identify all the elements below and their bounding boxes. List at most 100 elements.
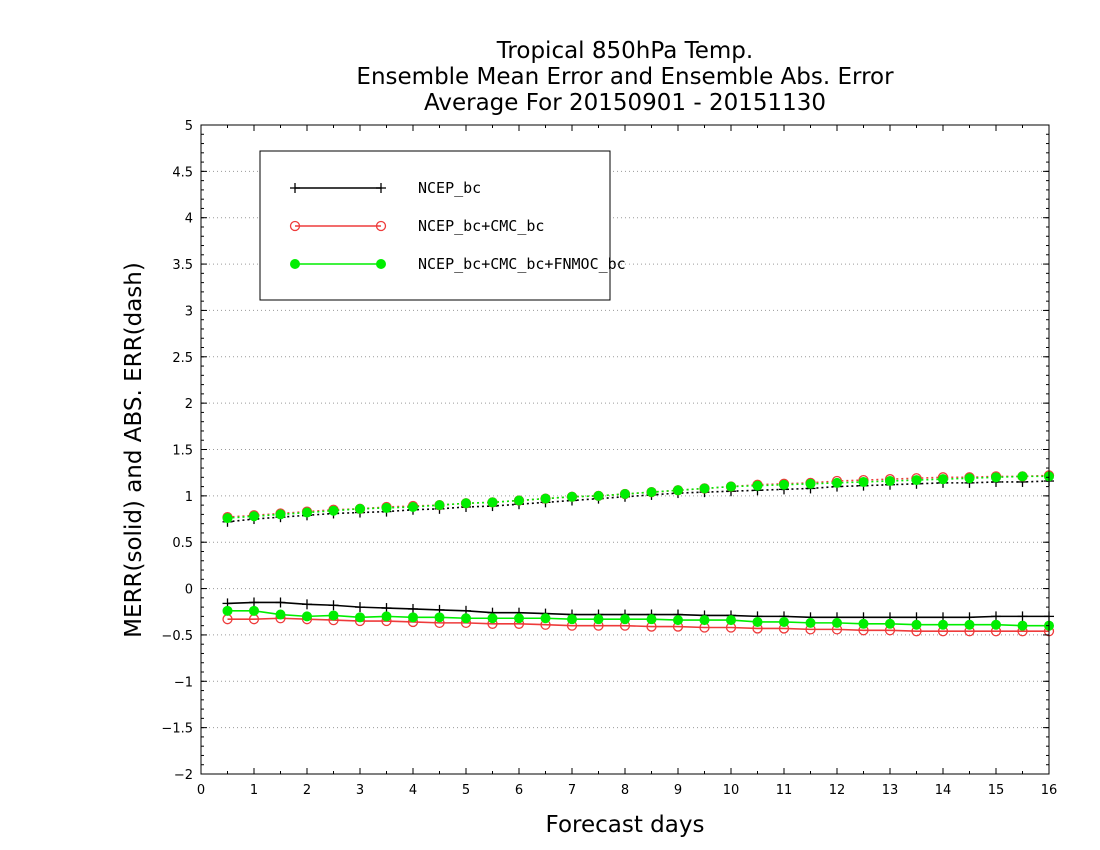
x-tick-label: 3 <box>356 783 364 798</box>
y-axis-label: MERR(solid) and ABS. ERR(dash) <box>121 262 147 638</box>
axis-ticks: −2−1.5−1−0.500.511.522.533.544.550 1 2 3 4 5 6… <box>161 119 1057 798</box>
legend-label-ncep-bc-cmc-bc: NCEP_bc+CMC_bc <box>418 217 544 235</box>
series-ncep-bc-merr-point <box>302 599 312 610</box>
legend-marker-ncep-bc <box>376 183 386 193</box>
series-ncep-bc-cmc-bc-fnmoc-bc-abs-err-point <box>646 487 657 498</box>
series-ncep-bc-abs-err-line <box>227 480 1050 523</box>
x-tick-label: 2 <box>303 783 311 798</box>
y-tick-label: 5 <box>185 119 193 134</box>
x-tick-label: 13 <box>882 783 899 798</box>
series-ncep-bc-merr-point <box>381 603 392 614</box>
x-axis-label: Forecast days <box>546 812 705 838</box>
series-ncep-bc-cmc-bc-fnmoc-bc-abs-err-point <box>673 485 683 496</box>
series-ncep-bc-cmc-bc-fnmoc-bc-abs-err-point <box>328 505 339 516</box>
y-tick-label: 2 <box>185 397 193 412</box>
series-ncep-bc-cmc-bc-fnmoc-bc-abs-err-point <box>593 490 604 501</box>
series-ncep-bc-merr-point <box>355 602 365 613</box>
legend-label-ncep-bc: NCEP_bc <box>418 179 481 197</box>
series-ncep-bc-cmc-bc-fnmoc-bc-merr-point <box>964 619 975 630</box>
series-ncep-bc-cmc-bc-fnmoc-bc-abs-err-point <box>1017 471 1028 482</box>
y-tick-label: −1 <box>174 675 193 690</box>
series-ncep-bc-cmc-bc-fnmoc-bc-merr-point <box>885 618 895 629</box>
series-ncep-bc-cmc-bc-fnmoc-bc-merr-point <box>381 611 392 622</box>
y-tick-label: 1 <box>185 490 193 505</box>
chart-title-line-1: Tropical 850hPa Temp. <box>496 38 753 64</box>
x-tick-label: 5 <box>462 783 470 798</box>
series-ncep-bc-cmc-bc-fnmoc-bc-merr-point <box>593 614 604 625</box>
series-ncep-bc-cmc-bc-fnmoc-bc-merr-point <box>699 615 710 626</box>
series-ncep-bc-cmc-bc-fnmoc-bc-merr-point <box>805 617 816 628</box>
legend-marker-ncep-bc-cmc-bc-fnmoc-bc <box>376 259 386 269</box>
x-tick-label: 1 <box>250 783 258 798</box>
legend-label-ncep-bc-cmc-bc-fnmoc-bc: NCEP_bc+CMC_bc+FNMOC_bc <box>418 255 626 273</box>
y-tick-label: −1.5 <box>161 722 193 737</box>
series-ncep-bc-cmc-bc-fnmoc-bc-abs-err-point <box>911 475 922 486</box>
series-ncep-bc-cmc-bc-fnmoc-bc-merr-point <box>779 616 789 627</box>
series-ncep-bc-cmc-bc-fnmoc-bc-abs-err-point <box>964 473 975 484</box>
x-tick-label: 15 <box>988 783 1005 798</box>
series-ncep-bc-cmc-bc-fnmoc-bc-abs-err-line <box>227 475 1049 519</box>
legend-marker-ncep-bc-cmc-bc <box>289 220 301 232</box>
x-tick-label: 9 <box>674 783 682 798</box>
y-tick-label: −0.5 <box>161 629 193 644</box>
series-ncep-bc-cmc-bc-fnmoc-bc-merr-point <box>858 618 869 629</box>
series-ncep-bc-cmc-bc-fnmoc-bc-merr-line <box>227 610 1049 627</box>
series-ncep-bc-cmc-bc-fnmoc-bc-abs-err-point <box>355 503 365 514</box>
legend-marker-ncep-bc-cmc-bc <box>375 220 387 232</box>
y-tick-label: 4.5 <box>172 165 193 180</box>
series-ncep-bc-cmc-bc-fnmoc-bc-merr-point <box>222 605 233 616</box>
series-ncep-bc-cmc-bc-fnmoc-bc-merr-point <box>832 617 842 628</box>
series-ncep-bc-cmc-bc-fnmoc-bc-abs-err-point <box>858 476 869 487</box>
series-ncep-bc-cmc-bc-fnmoc-bc-merr-point <box>461 613 471 624</box>
series-ncep-bc-cmc-bc-fnmoc-bc-merr-point <box>1017 620 1028 631</box>
series-ncep-bc-cmc-bc-fnmoc-bc-merr-point <box>752 616 763 627</box>
series-ncep-bc-cmc-bc-fnmoc-bc-abs-err-point <box>885 476 895 487</box>
legend-marker-ncep-bc <box>290 183 300 193</box>
y-tick-label: 0.5 <box>172 536 193 551</box>
series-ncep-bc-cmc-bc-fnmoc-bc-abs-err-point <box>938 474 948 485</box>
series-ncep-bc-cmc-bc-fnmoc-bc-abs-err-point <box>434 500 445 511</box>
series-ncep-bc-cmc-bc-fnmoc-bc-abs-err-point <box>832 477 842 488</box>
series-ncep-bc-cmc-bc-fnmoc-bc-merr-point <box>249 605 259 616</box>
series-ncep-bc-cmc-bc-fnmoc-bc-abs-err-point <box>249 511 259 522</box>
x-tick-label: 4 <box>409 783 417 798</box>
x-tick-label: 8 <box>621 783 629 798</box>
series-ncep-bc-cmc-bc-fnmoc-bc-merr-point <box>911 619 922 630</box>
series-ncep-bc-cmc-bc-fnmoc-bc-abs-err-point <box>461 498 471 509</box>
series-ncep-bc-cmc-bc-fnmoc-bc-abs-err-point <box>726 481 736 492</box>
series-ncep-bc-cmc-bc-fnmoc-bc-abs-err-point <box>991 472 1001 483</box>
series-ncep-bc-cmc-bc-fnmoc-bc-abs-err-point <box>567 491 577 502</box>
x-tick-label: 0 <box>197 783 205 798</box>
series-ncep-bc-cmc-bc-fnmoc-bc-abs-err-point <box>381 502 392 513</box>
y-tick-label: −2 <box>174 768 193 783</box>
series-ncep-bc-cmc-bc-fnmoc-bc-merr-point <box>275 609 286 620</box>
series-ncep-bc-merr-point <box>408 603 418 614</box>
x-tick-label: 12 <box>829 783 846 798</box>
chart-title: Tropical 850hPa Temp. Ensemble Mean Erro… <box>356 38 894 116</box>
series-ncep-bc-cmc-bc-fnmoc-bc-merr-point <box>991 619 1001 630</box>
x-tick-label: 7 <box>568 783 576 798</box>
series-ncep-bc-merr-point <box>328 600 339 611</box>
series-ncep-bc-cmc-bc-fnmoc-bc-abs-err-point <box>779 479 789 490</box>
series-ncep-bc-merr-point <box>249 597 259 608</box>
x-tick-label: 16 <box>1041 783 1058 798</box>
plot-area <box>222 470 1055 637</box>
y-tick-label: 2.5 <box>172 351 193 366</box>
series-ncep-bc-cmc-bc-fnmoc-bc-abs-err-point <box>408 501 418 512</box>
series-ncep-bc-merr-line <box>227 601 1049 619</box>
x-tick-label: 10 <box>723 783 740 798</box>
y-tick-label: 4 <box>185 212 193 227</box>
series-ncep-bc-merr-point <box>991 611 1001 622</box>
series-ncep-bc-cmc-bc-fnmoc-bc-merr-point <box>434 612 445 623</box>
series-ncep-bc-cmc-bc-fnmoc-bc-merr-point <box>328 610 339 621</box>
series-ncep-bc-cmc-bc-fnmoc-bc-merr-point <box>408 612 418 623</box>
series-ncep-bc-cmc-bc-fnmoc-bc-merr-point <box>726 615 736 626</box>
series-ncep-bc-cmc-bc-fnmoc-bc-abs-err-point <box>275 509 286 520</box>
series-ncep-bc-cmc-bc-fnmoc-bc-abs-err-point <box>540 493 551 504</box>
chart-title-line-2: Ensemble Mean Error and Ensemble Abs. Er… <box>356 64 894 90</box>
series-ncep-bc-cmc-bc-fnmoc-bc-merr-point <box>673 615 683 626</box>
x-tick-label: 6 <box>515 783 523 798</box>
legend: NCEP_bc NCEP_bc+CMC_bc NCEP_bc+CMC_bc+FNMO… <box>259 150 626 301</box>
legend-marker-ncep-bc-cmc-bc-fnmoc-bc <box>290 259 300 269</box>
